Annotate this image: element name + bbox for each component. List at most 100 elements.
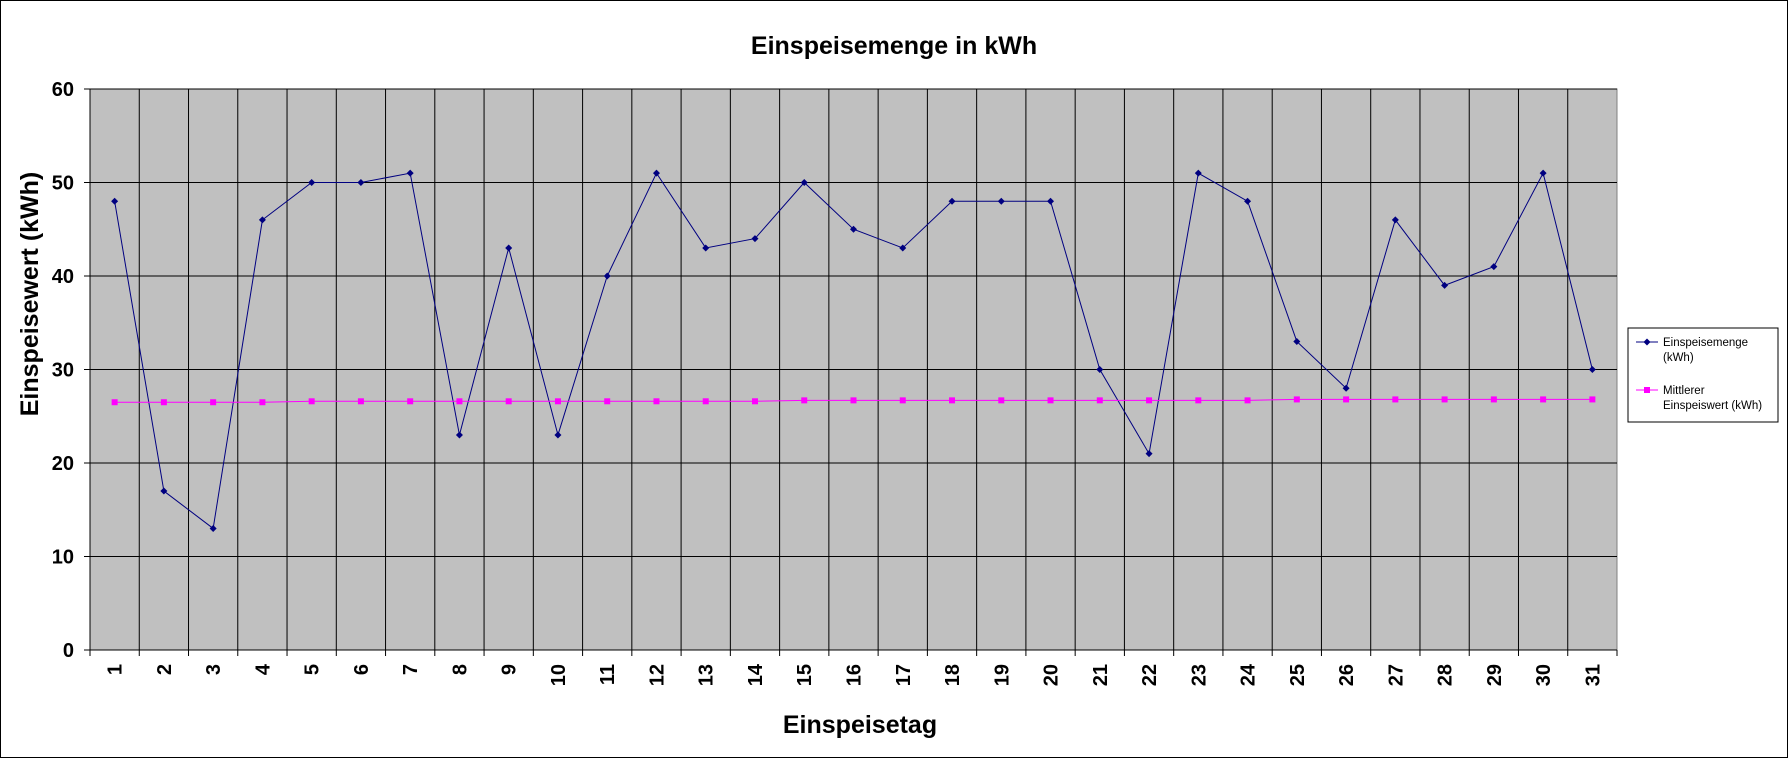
data-point bbox=[949, 397, 956, 404]
legend-box bbox=[1627, 327, 1779, 423]
data-point bbox=[1441, 396, 1448, 403]
chart-title: Einspeisemenge in kWh bbox=[751, 32, 1037, 60]
x-tick-label: 10 bbox=[548, 664, 570, 686]
legend-label: Einspeisemenge bbox=[1663, 337, 1748, 349]
data-point bbox=[1589, 396, 1596, 403]
legend-marker bbox=[1643, 338, 1651, 346]
series-group bbox=[111, 169, 1596, 532]
y-tick-label: 0 bbox=[63, 640, 74, 662]
y-tick-label: 50 bbox=[52, 173, 74, 195]
x-tick-label: 12 bbox=[646, 664, 668, 686]
x-tick-label: 7 bbox=[400, 664, 422, 675]
x-axis-ticks: 1 2 3 4 5 6 7 8 9 10 11 12 13 14 15 16 17 18 19 20 21 22 23 24 2… bbox=[89, 650, 1618, 686]
x-tick-label: 24 bbox=[1238, 663, 1260, 686]
data-point bbox=[653, 398, 660, 405]
data-point bbox=[259, 399, 266, 406]
data-point bbox=[1342, 384, 1350, 392]
data-point bbox=[1195, 397, 1202, 404]
x-tick-label: 27 bbox=[1385, 664, 1407, 686]
data-point bbox=[1047, 197, 1055, 205]
x-tick-label: 15 bbox=[794, 664, 816, 686]
data-point bbox=[751, 235, 759, 243]
data-point bbox=[1244, 197, 1252, 205]
data-point bbox=[456, 398, 463, 405]
legend-label: Einspeiswert (kWh) bbox=[1663, 400, 1762, 412]
data-point bbox=[702, 244, 710, 252]
data-point bbox=[850, 397, 857, 404]
x-tick-label: 9 bbox=[499, 664, 521, 675]
y-tick-label: 10 bbox=[52, 547, 74, 569]
legend-label: (kWh) bbox=[1663, 352, 1694, 364]
x-tick-label: 4 bbox=[252, 663, 274, 675]
legend-marker bbox=[1644, 387, 1650, 393]
data-point bbox=[357, 398, 364, 405]
data-point bbox=[652, 169, 660, 177]
x-tick-label: 26 bbox=[1336, 664, 1358, 686]
data-point bbox=[308, 398, 315, 405]
x-tick-label: 30 bbox=[1533, 664, 1555, 686]
data-point bbox=[1293, 337, 1301, 345]
x-tick-label: 23 bbox=[1188, 664, 1210, 686]
data-point bbox=[407, 398, 414, 405]
data-point bbox=[455, 431, 463, 439]
data-point bbox=[1588, 366, 1596, 373]
data-point bbox=[1096, 397, 1103, 404]
data-point bbox=[997, 197, 1005, 205]
data-point bbox=[258, 216, 266, 224]
data-point bbox=[1490, 263, 1498, 271]
y-axis-title: Einspeisewert (kWh) bbox=[16, 172, 44, 417]
data-point bbox=[702, 398, 709, 405]
data-point bbox=[899, 244, 907, 252]
data-point bbox=[1145, 450, 1153, 458]
data-point bbox=[1047, 397, 1054, 404]
data-point bbox=[850, 225, 857, 233]
data-point bbox=[603, 272, 611, 280]
data-point bbox=[554, 431, 562, 439]
data-point bbox=[800, 179, 808, 186]
y-axis-ticks: 0 10 20 30 40 50 60 bbox=[52, 79, 90, 662]
data-point bbox=[357, 179, 365, 186]
x-tick-label: 1 bbox=[105, 664, 127, 675]
data-point bbox=[209, 524, 217, 532]
data-point bbox=[160, 487, 168, 495]
data-point bbox=[1343, 396, 1350, 403]
x-tick-label: 19 bbox=[991, 664, 1013, 686]
data-point bbox=[1391, 216, 1399, 224]
data-point bbox=[1490, 396, 1497, 403]
legend: Einspeisemenge (kWh) Mittlerer Einspeiswert… bbox=[1627, 327, 1779, 423]
x-tick-label: 31 bbox=[1582, 664, 1604, 686]
x-tick-label: 11 bbox=[597, 664, 619, 685]
data-point bbox=[998, 397, 1005, 404]
x-tick-label: 28 bbox=[1435, 664, 1457, 686]
y-tick-label: 20 bbox=[52, 453, 74, 475]
x-tick-label: 8 bbox=[449, 664, 471, 675]
legend-entry: Mittlerer Einspeiswert (kWh) bbox=[1636, 385, 1762, 412]
x-tick-label: 18 bbox=[942, 664, 964, 686]
data-point bbox=[505, 244, 513, 252]
legend-entry: Einspeisemenge (kWh) bbox=[1636, 337, 1748, 364]
series-1 bbox=[111, 169, 1596, 532]
data-point bbox=[406, 169, 414, 177]
x-tick-label: 25 bbox=[1287, 664, 1309, 686]
data-point bbox=[1146, 397, 1153, 404]
data-point bbox=[554, 398, 561, 405]
y-tick-label: 60 bbox=[52, 79, 74, 101]
x-tick-label: 3 bbox=[203, 664, 225, 675]
series-2 bbox=[111, 396, 1596, 406]
data-point bbox=[1392, 396, 1399, 403]
data-point bbox=[1540, 396, 1547, 403]
data-point bbox=[505, 398, 512, 405]
data-point bbox=[801, 397, 808, 404]
x-tick-label: 5 bbox=[302, 664, 324, 675]
data-point bbox=[160, 399, 167, 406]
x-tick-label: 14 bbox=[745, 663, 767, 686]
data-point bbox=[111, 197, 119, 205]
data-point bbox=[1293, 396, 1300, 403]
data-point bbox=[1096, 366, 1104, 373]
x-tick-label: 16 bbox=[844, 664, 866, 686]
data-point bbox=[210, 399, 217, 406]
data-point bbox=[948, 197, 956, 205]
data-point bbox=[751, 398, 758, 405]
